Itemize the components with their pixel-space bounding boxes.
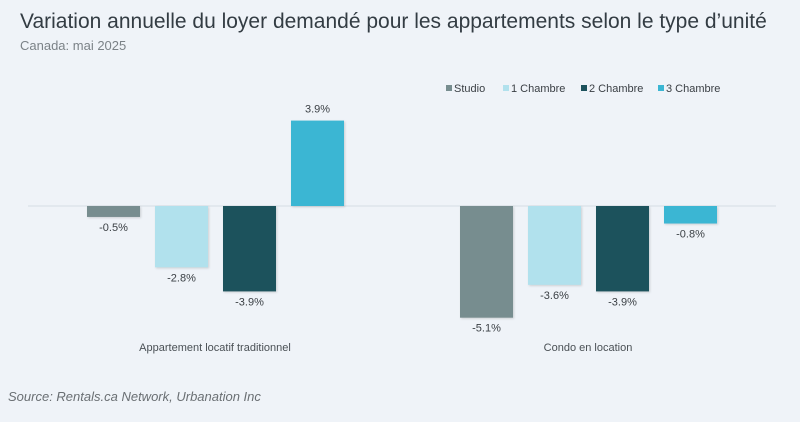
bar-2-chambre-2	[596, 206, 649, 292]
data-labels-group: -0.5% -2.8% -3.9% 3.9% -5.1% -3.6% -3.9% -0.8%	[99, 104, 705, 335]
legend: Studio 1 Chambre 2 Chambre 3 Chambre	[446, 83, 720, 95]
bar-1-chambre-2	[528, 206, 581, 285]
chart-subtitle: Canada: mai 2025	[20, 38, 127, 53]
legend-swatch-2	[503, 85, 509, 91]
data-label: -0.5%	[99, 222, 128, 234]
category-label: Condo en location	[544, 342, 633, 354]
legend-swatch-1	[446, 85, 452, 91]
chart-title: Variation annuelle du loyer demandé pour…	[20, 10, 767, 33]
data-label: -3.6%	[540, 290, 569, 302]
bar-3-chambre-1	[291, 120, 344, 206]
legend-label-2: 1 Chambre	[511, 83, 565, 95]
bar-studio-1	[87, 206, 140, 217]
data-label: -0.8%	[676, 229, 705, 241]
bar-1-chambre-1	[155, 206, 208, 268]
legend-swatch-4	[658, 85, 664, 91]
bars-group	[87, 120, 717, 318]
data-label: 3.9%	[305, 104, 330, 116]
data-label: -3.9%	[608, 296, 637, 308]
data-label: -2.8%	[167, 272, 196, 284]
data-label: -3.9%	[235, 296, 264, 308]
source-note: Source: Rentals.ca Network, Urbanation I…	[8, 389, 261, 404]
legend-label-1: Studio	[454, 83, 485, 95]
data-label: -5.1%	[472, 323, 501, 335]
legend-label-4: 3 Chambre	[666, 83, 720, 95]
category-labels-group: Appartement locatif traditionnel Condo en…	[139, 342, 632, 354]
bar-3-chambre-2	[664, 206, 717, 224]
bar-2-chambre-1	[223, 206, 276, 292]
bar-studio-2	[460, 206, 513, 318]
legend-swatch-3	[581, 85, 587, 91]
legend-label-3: 2 Chambre	[589, 83, 643, 95]
category-label: Appartement locatif traditionnel	[139, 342, 291, 354]
